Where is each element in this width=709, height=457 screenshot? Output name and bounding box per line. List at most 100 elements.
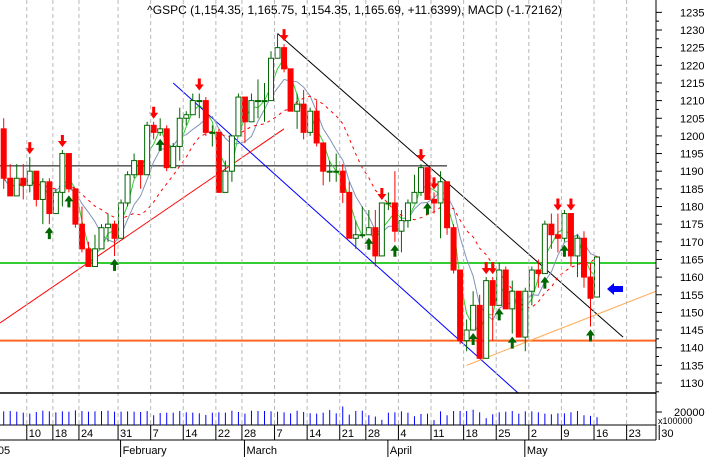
month-label: February bbox=[123, 445, 168, 457]
candle-body bbox=[144, 124, 151, 176]
sell-arrow-icon bbox=[481, 262, 491, 275]
y-tick-label: 1205 bbox=[680, 113, 704, 125]
candle-body bbox=[222, 170, 229, 193]
candle-body bbox=[176, 117, 183, 147]
candle-body bbox=[489, 280, 496, 306]
candle-body bbox=[39, 181, 46, 200]
y-tick-label: 1135 bbox=[680, 360, 704, 372]
trendline bbox=[277, 33, 624, 338]
sell-arrow-icon bbox=[553, 198, 563, 211]
candle-body bbox=[444, 181, 451, 229]
candle-body bbox=[378, 202, 385, 257]
sell-arrow-icon bbox=[377, 187, 387, 200]
x-tick-label: 10 bbox=[29, 428, 41, 440]
sell-arrow-icon bbox=[416, 149, 426, 162]
x-tick-label: 31 bbox=[120, 428, 132, 440]
x-tick-label: 25 bbox=[498, 428, 510, 440]
candle-body bbox=[522, 290, 529, 338]
sell-arrow-icon bbox=[279, 29, 289, 42]
buy-arrow-icon bbox=[494, 308, 504, 321]
volume-tick-label: 20000 bbox=[674, 407, 705, 419]
x-tick-label: 7 bbox=[277, 428, 283, 440]
sell-arrow-icon bbox=[194, 78, 204, 91]
buy-arrow-icon bbox=[110, 258, 120, 271]
x-tick-label: 23 bbox=[629, 428, 641, 440]
candle-body bbox=[274, 47, 281, 59]
sell-arrow-icon bbox=[566, 198, 576, 211]
candle-body bbox=[105, 223, 112, 229]
candle-body bbox=[52, 191, 59, 215]
candle-body bbox=[457, 269, 464, 342]
buy-arrow-icon bbox=[44, 227, 54, 240]
candle-body bbox=[98, 227, 105, 250]
candle-body bbox=[7, 177, 14, 197]
y-tick-label: 1170 bbox=[680, 237, 704, 249]
y-tick-label: 1160 bbox=[680, 272, 704, 284]
candle-body bbox=[228, 135, 235, 172]
y-tick-label: 1225 bbox=[680, 43, 704, 55]
trendline bbox=[172, 82, 519, 393]
x-tick-label: 7 bbox=[153, 428, 159, 440]
sell-arrow-icon bbox=[488, 262, 498, 275]
candle-body bbox=[183, 114, 190, 119]
buy-arrow-icon bbox=[559, 244, 569, 257]
y-tick-label: 1140 bbox=[680, 343, 704, 355]
month-label: March bbox=[246, 445, 277, 457]
candle-body bbox=[528, 269, 535, 292]
candle-body bbox=[359, 234, 366, 237]
candle-body bbox=[476, 304, 483, 359]
candle-body bbox=[515, 290, 522, 338]
candle-body bbox=[326, 170, 333, 173]
candle-body bbox=[124, 174, 131, 204]
candle-body bbox=[0, 128, 7, 179]
candle-body bbox=[91, 248, 98, 268]
y-tick-label: 1130 bbox=[680, 378, 704, 390]
candle-body bbox=[437, 181, 444, 204]
buy-arrow-icon bbox=[468, 333, 478, 346]
x-tick-label: 14 bbox=[185, 428, 197, 440]
candle-body bbox=[561, 213, 568, 239]
y-tick-label: 1200 bbox=[680, 131, 704, 143]
candle-body bbox=[320, 142, 327, 172]
candle-body bbox=[163, 128, 170, 169]
x-tick-label: 16 bbox=[596, 428, 608, 440]
candle-body bbox=[404, 202, 411, 222]
candle-body bbox=[189, 100, 196, 116]
buy-arrow-icon bbox=[540, 276, 550, 289]
volume-unit-label: x100000 bbox=[658, 416, 693, 426]
candle-body bbox=[241, 96, 248, 123]
candle-body bbox=[300, 103, 307, 133]
x-tick-label: 14 bbox=[309, 428, 321, 440]
candle-body bbox=[541, 223, 548, 275]
candle-body bbox=[417, 167, 424, 193]
candle-body bbox=[535, 269, 542, 275]
y-tick-label: 1215 bbox=[680, 78, 704, 90]
candle-body bbox=[268, 57, 275, 102]
candle-body bbox=[287, 68, 294, 112]
candle-body bbox=[463, 329, 470, 342]
x-tick-label: 28 bbox=[368, 428, 380, 440]
buy-arrow-icon bbox=[423, 202, 432, 215]
candle-body bbox=[365, 227, 372, 236]
candle-body bbox=[450, 227, 457, 271]
x-tick-label: 18 bbox=[466, 428, 478, 440]
candle-body bbox=[170, 145, 177, 169]
candle-body bbox=[502, 269, 509, 310]
candle-body bbox=[111, 223, 118, 239]
y-tick-label: 1145 bbox=[680, 325, 704, 337]
candle-body bbox=[26, 170, 33, 186]
candle-body bbox=[385, 202, 392, 205]
sell-arrow-icon bbox=[149, 106, 159, 119]
candle-body bbox=[313, 110, 320, 144]
y-tick-label: 1175 bbox=[680, 219, 704, 231]
candle-body bbox=[294, 103, 301, 112]
candle-body bbox=[346, 191, 353, 239]
plot-area bbox=[0, 29, 656, 393]
candle-body bbox=[72, 188, 79, 225]
candle-body bbox=[548, 223, 555, 236]
candle-body bbox=[196, 100, 203, 103]
y-tick-label: 1230 bbox=[680, 25, 704, 37]
candle-body bbox=[411, 191, 418, 204]
